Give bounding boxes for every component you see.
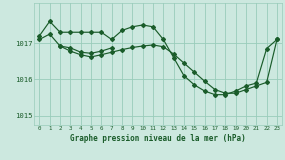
X-axis label: Graphe pression niveau de la mer (hPa): Graphe pression niveau de la mer (hPa): [70, 134, 246, 143]
